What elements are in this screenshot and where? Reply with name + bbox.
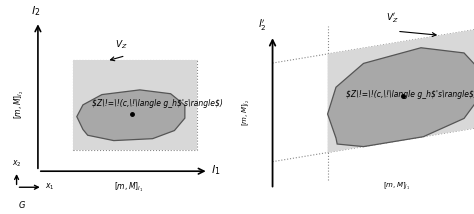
Text: $V_{Z}'$: $V_{Z}'$	[386, 11, 399, 25]
Text: $Z\!=\!(c,\!\langle g_h$'s\rangle$): $Z\!=\!(c,\!\langle g_h$'s\rangle$)	[346, 90, 474, 99]
Text: $V_Z$: $V_Z$	[115, 39, 127, 51]
Polygon shape	[328, 48, 474, 147]
Polygon shape	[328, 29, 474, 153]
Text: $[m,M]_{l_1}$: $[m,M]_{l_1}$	[383, 181, 410, 192]
Polygon shape	[77, 90, 185, 141]
Text: $x_1$: $x_1$	[45, 182, 55, 193]
Text: $[m,M]_{l_1}$: $[m,M]_{l_1}$	[114, 181, 144, 194]
Text: $[m,M]_{l_2}$: $[m,M]_{l_2}$	[241, 99, 252, 126]
Text: $l_1$: $l_1$	[211, 163, 220, 177]
Text: $[m,M]_{l_2}$: $[m,M]_{l_2}$	[12, 89, 26, 119]
Bar	[73, 60, 197, 150]
Text: $l_2'$: $l_2'$	[258, 18, 267, 33]
Text: $Z\!=\!(c,\!\langle g_h$'s\rangle$): $Z\!=\!(c,\!\langle g_h$'s\rangle$)	[92, 99, 223, 108]
Text: $G$: $G$	[18, 199, 26, 210]
Text: $l_2$: $l_2$	[31, 4, 40, 18]
Text: $x_2$: $x_2$	[12, 159, 21, 169]
